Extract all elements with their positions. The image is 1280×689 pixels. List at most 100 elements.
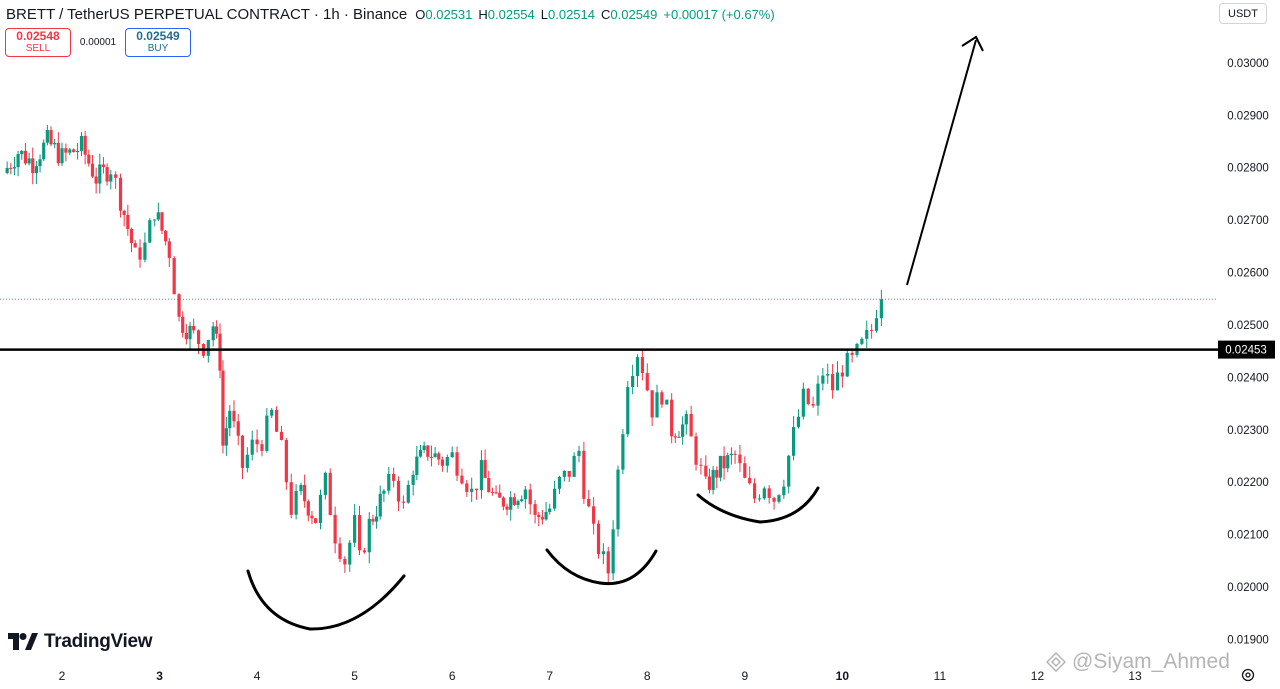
candle-body [411, 474, 415, 485]
candle-body [68, 149, 72, 153]
buy-button[interactable]: 0.02549 BUY [125, 28, 191, 57]
candle-body [801, 388, 805, 417]
candle-body [348, 542, 352, 565]
candle-body [479, 460, 484, 491]
candle-body [284, 439, 288, 483]
candle-body [743, 463, 747, 478]
watermark: @Siyam_Ahmed [1046, 650, 1230, 674]
settings-gear-icon[interactable] [1240, 667, 1256, 683]
candle-body [738, 454, 742, 464]
candle-body [23, 150, 28, 164]
candle-body [221, 370, 225, 446]
x-tick-label: 2 [59, 669, 66, 683]
sell-label: SELL [25, 43, 51, 54]
candle-body [34, 166, 38, 174]
candle-body [831, 374, 835, 391]
candle-body [129, 229, 134, 244]
candle-body [704, 465, 708, 477]
symbol-title[interactable]: BRETT / TetherUS PERPETUAL CONTRACT · 1h… [6, 5, 408, 23]
candle-body [707, 476, 712, 490]
candle-body [406, 484, 410, 503]
candle-body [426, 445, 430, 457]
candle-body [12, 167, 17, 169]
change-value: +0.00017 (+0.67%) [663, 6, 775, 22]
close-label: C [601, 6, 611, 22]
candle-body [362, 550, 366, 553]
candle-body [726, 455, 730, 469]
candle-body [660, 392, 664, 405]
candle-body [587, 498, 591, 507]
candle-body [762, 488, 766, 499]
candle-body [429, 456, 434, 458]
candle-body [392, 473, 396, 481]
candle-body [816, 383, 820, 406]
candle-body [548, 508, 552, 513]
candle-body [557, 476, 562, 489]
candle-body [418, 450, 423, 457]
candle-body [310, 515, 314, 519]
candle-body [782, 486, 786, 496]
candles-layer [5, 124, 883, 583]
candle-body [509, 497, 513, 510]
candle-body [196, 330, 201, 345]
y-tick-label: 0.02600 [1227, 268, 1269, 280]
candle-body [450, 452, 454, 458]
resistance-price-label: 0.02453 [1225, 345, 1267, 357]
candle-body [228, 410, 232, 429]
high-label: H [478, 6, 488, 22]
candle-body [711, 469, 715, 490]
candle-body [681, 424, 685, 437]
candle-body [670, 399, 674, 437]
candle-body [528, 489, 532, 505]
candle-body [540, 517, 545, 520]
candle-body [626, 387, 630, 435]
candle-body [673, 436, 677, 438]
candle-body [224, 428, 228, 446]
candle-body [860, 338, 864, 344]
y-tick-label: 0.02300 [1227, 425, 1269, 437]
candle-body [645, 373, 649, 391]
candle-body [772, 497, 776, 502]
candle-body [870, 329, 874, 331]
candle-body [156, 212, 160, 220]
y-tick-label: 0.02100 [1227, 530, 1269, 542]
candle-body [9, 167, 13, 169]
tradingview-logo-icon [8, 633, 38, 650]
y-tick-label: 0.03000 [1227, 58, 1269, 70]
candle-body [306, 501, 310, 516]
candle-body [160, 212, 164, 231]
candle-body [260, 444, 264, 451]
candle-body [192, 325, 196, 331]
candle-body [729, 453, 734, 456]
candle-body [826, 374, 830, 376]
sell-button[interactable]: 0.02548 SELL [5, 28, 71, 57]
candle-body [38, 159, 42, 167]
candle-body [109, 174, 113, 182]
candle-body [533, 504, 537, 515]
candle-body [718, 455, 723, 478]
candle-body [83, 135, 87, 155]
candle-body [879, 299, 883, 319]
candle-body [865, 329, 869, 339]
candle-body [474, 488, 479, 491]
candle-body [787, 455, 791, 487]
candle-body [177, 294, 181, 317]
candle-body [164, 230, 168, 242]
candle-body [105, 167, 109, 182]
candle-body [49, 130, 53, 145]
candle-body [27, 158, 31, 164]
x-tick-label: 10 [836, 669, 850, 683]
y-tick-label: 0.02800 [1227, 163, 1269, 175]
candle-body [318, 494, 323, 523]
candle-body [650, 390, 654, 418]
candle-body [333, 514, 337, 544]
currency-selector[interactable]: USDT [1219, 3, 1267, 24]
candle-body [512, 497, 516, 506]
candle-body [694, 436, 698, 465]
candle-body [544, 512, 548, 520]
candle-body [422, 445, 426, 451]
candle-body [437, 453, 441, 460]
chart-header: BRETT / TetherUS PERPETUAL CONTRACT · 1h… [6, 4, 775, 24]
candle-body [516, 501, 520, 506]
